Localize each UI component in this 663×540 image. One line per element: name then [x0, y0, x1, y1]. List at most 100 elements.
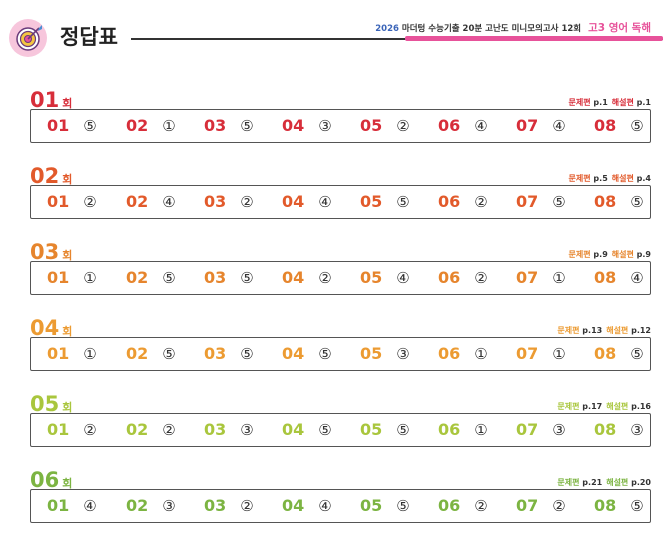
section-number: 06: [30, 468, 60, 492]
section-heading: 04 회: [30, 316, 72, 340]
answer-item: 04 ②: [282, 262, 332, 294]
answer-choice: ③: [630, 421, 644, 439]
section-number: 02: [30, 164, 60, 188]
series-year: 2026: [375, 24, 399, 34]
question-number: 03: [204, 268, 227, 287]
page-reference: 문제편 p.1 해설편 p.1: [569, 97, 651, 108]
answer-choice: ②: [474, 193, 488, 211]
question-number: 07: [516, 344, 539, 363]
answer-choice: ⑤: [396, 497, 410, 515]
answer-choice: ④: [630, 269, 644, 287]
question-number: 05: [360, 116, 383, 135]
answer-choice: ④: [396, 269, 410, 287]
answer-choice: ④: [318, 193, 332, 211]
page-header: 정답표 2026 마더텅 수능기출 20분 고난도 미니모의고사 12회 고3 …: [0, 0, 663, 62]
answer-choice: ①: [552, 345, 566, 363]
question-number: 07: [516, 496, 539, 515]
question-number: 01: [47, 344, 70, 363]
answer-choice: ⑤: [552, 193, 566, 211]
section-unit: 회: [62, 173, 73, 186]
problem-page: p.5: [593, 174, 608, 183]
answer-choice: ⑤: [162, 345, 176, 363]
page-reference: 문제편 p.17 해설편 p.16: [557, 401, 651, 412]
answer-choice: ④: [552, 117, 566, 135]
solution-page: p.4: [636, 174, 651, 183]
answer-item: 03 ⑤: [204, 338, 254, 370]
answer-choice: ③: [318, 117, 332, 135]
answer-choice: ③: [396, 345, 410, 363]
question-number: 04: [282, 268, 305, 287]
question-number: 01: [47, 496, 70, 515]
answer-item: 07 ④: [516, 110, 566, 142]
answer-item: 06 ②: [438, 186, 488, 218]
answer-choice: ④: [318, 497, 332, 515]
question-number: 08: [594, 192, 617, 211]
answer-choice: ①: [474, 345, 488, 363]
solution-page: p.12: [631, 326, 651, 335]
answer-section: 05 회 문제편 p.17 해설편 p.16 01 ② 02 ② 03 ③ 04 ⑤ 05 ⑤ 06 ① 07 ③…: [0, 392, 663, 464]
section-number: 03: [30, 240, 60, 264]
answer-item: 07 ①: [516, 262, 566, 294]
answer-choice: ⑤: [318, 345, 332, 363]
answer-item: 02 ③: [126, 490, 176, 522]
question-number: 08: [594, 116, 617, 135]
question-number: 06: [438, 496, 461, 515]
answer-item: 06 ④: [438, 110, 488, 142]
answer-item: 01 ④: [47, 490, 97, 522]
section-heading: 03 회: [30, 240, 72, 264]
question-number: 05: [360, 268, 383, 287]
question-number: 03: [204, 496, 227, 515]
answer-section: 03 회 문제편 p.9 해설편 p.9 01 ① 02 ⑤ 03 ⑤ 04 ② 05 ④ 06 ② 07 ① 08…: [0, 240, 663, 312]
answer-box: 01 ② 02 ④ 03 ② 04 ④ 05 ⑤ 06 ② 07 ⑤ 08 ⑤: [30, 185, 651, 219]
answer-item: 05 ②: [360, 110, 410, 142]
question-number: 05: [360, 496, 383, 515]
question-number: 08: [594, 344, 617, 363]
answer-item: 04 ⑤: [282, 414, 332, 446]
problem-label: 문제편: [557, 402, 580, 411]
question-number: 06: [438, 116, 461, 135]
answer-item: 07 ②: [516, 490, 566, 522]
series-info: 2026 마더텅 수능기출 20분 고난도 미니모의고사 12회 고3 영어 독…: [375, 20, 651, 35]
question-number: 06: [438, 268, 461, 287]
question-number: 03: [204, 192, 227, 211]
answer-item: 08 ④: [594, 262, 644, 294]
answer-choice: ②: [83, 421, 97, 439]
question-number: 04: [282, 192, 305, 211]
answer-item: 07 ③: [516, 414, 566, 446]
answer-choice: ⑤: [162, 269, 176, 287]
question-number: 02: [126, 420, 149, 439]
answer-item: 03 ⑤: [204, 110, 254, 142]
answer-item: 01 ②: [47, 186, 97, 218]
answer-item: 04 ④: [282, 490, 332, 522]
answer-section: 01 회 문제편 p.1 해설편 p.1 01 ⑤ 02 ① 03 ⑤ 04 ③ 05 ② 06 ④ 07 ④ 08…: [0, 88, 663, 160]
answer-box: 01 ④ 02 ③ 03 ② 04 ④ 05 ⑤ 06 ② 07 ② 08 ⑤: [30, 489, 651, 523]
target-icon: [9, 19, 47, 57]
answer-item: 03 ②: [204, 490, 254, 522]
question-number: 02: [126, 344, 149, 363]
section-heading: 02 회: [30, 164, 72, 188]
series-grade: 고3 영어 독해: [588, 22, 651, 34]
answer-item: 01 ②: [47, 414, 97, 446]
title-rule-accent: [405, 36, 663, 41]
question-number: 03: [204, 344, 227, 363]
question-number: 07: [516, 192, 539, 211]
solution-page: p.16: [631, 402, 651, 411]
answer-choice: ②: [83, 193, 97, 211]
answer-box: 01 ⑤ 02 ① 03 ⑤ 04 ③ 05 ② 06 ④ 07 ④ 08 ⑤: [30, 109, 651, 143]
answer-item: 03 ③: [204, 414, 254, 446]
answer-item: 03 ②: [204, 186, 254, 218]
answer-box: 01 ① 02 ⑤ 03 ⑤ 04 ② 05 ④ 06 ② 07 ① 08 ④: [30, 261, 651, 295]
question-number: 07: [516, 116, 539, 135]
solution-page: p.1: [636, 98, 651, 107]
answer-choice: ①: [83, 345, 97, 363]
answer-choice: ⑤: [630, 117, 644, 135]
answer-box: 01 ② 02 ② 03 ③ 04 ⑤ 05 ⑤ 06 ① 07 ③ 08 ③: [30, 413, 651, 447]
answer-choice: ④: [83, 497, 97, 515]
answer-choice: ②: [318, 269, 332, 287]
title-rule: [131, 38, 663, 40]
answer-item: 01 ⑤: [47, 110, 97, 142]
answer-item: 06 ②: [438, 490, 488, 522]
section-unit: 회: [62, 249, 73, 262]
answer-item: 07 ①: [516, 338, 566, 370]
problem-label: 문제편: [568, 98, 591, 107]
